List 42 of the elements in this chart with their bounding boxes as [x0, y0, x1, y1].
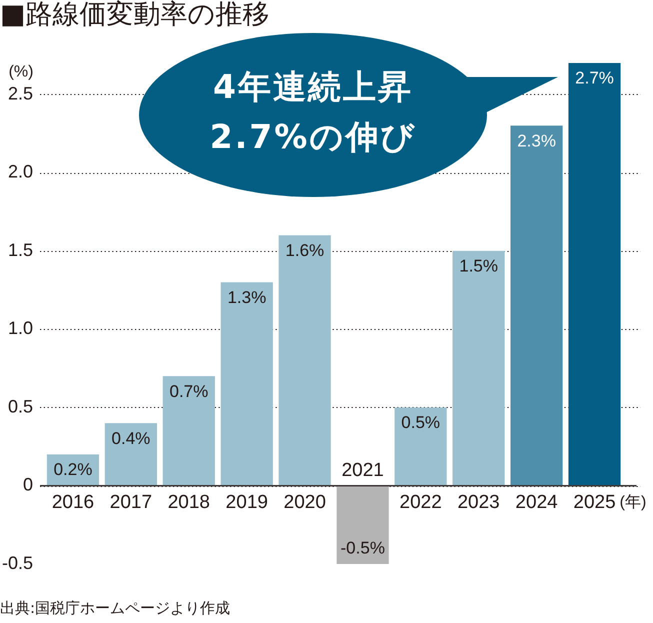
y-tick-label: 0.5	[8, 396, 33, 416]
x-tick-label: 2020	[284, 492, 326, 513]
data-label: -0.5%	[340, 538, 385, 558]
data-label: 1.6%	[285, 240, 324, 260]
bar	[162, 376, 215, 486]
y-tick-label: 1.0	[8, 318, 33, 338]
x-tick-label: 2017	[110, 492, 152, 513]
bar	[510, 126, 563, 486]
chart-title: ■路線価変動率の推移	[0, 0, 270, 30]
data-label: 1.5%	[459, 256, 498, 276]
bar	[394, 407, 447, 486]
x-tick-label: 2018	[168, 492, 210, 513]
y-axis-title: (%)	[8, 64, 34, 81]
bar	[336, 486, 389, 564]
bar	[452, 250, 505, 486]
x-tick-label: 2021	[342, 460, 384, 481]
annotation: 2.7%の伸び	[210, 117, 416, 157]
data-label: 0.2%	[54, 460, 92, 480]
bar	[278, 235, 331, 486]
y-tick-label: 0	[22, 474, 33, 495]
x-tick-label: 2016	[52, 492, 94, 513]
y-tick-label: -0.5	[2, 552, 33, 573]
data-label: 0.5%	[401, 413, 440, 432]
data-label: 2.7%	[575, 68, 614, 88]
x-axis-title: (年)	[620, 494, 646, 512]
y-tick-label: 2.5	[8, 83, 33, 104]
x-tick-label: 2022	[400, 492, 442, 513]
x-tick-label: 2019	[226, 492, 268, 513]
bar	[104, 423, 158, 486]
source-note: 出典:国税庁ホームページより作成	[0, 598, 230, 618]
data-label: 1.3%	[227, 288, 266, 307]
annotation: 4年連続上昇	[213, 67, 413, 107]
data-label: 2.3%	[517, 131, 556, 150]
y-tick-label: 2.0	[8, 162, 33, 182]
data-label: 0.7%	[170, 382, 208, 401]
x-tick-label: 2025	[573, 492, 616, 513]
y-tick-label: 1.5	[8, 240, 33, 260]
x-tick-label: 2024	[515, 492, 558, 513]
data-label: 0.4%	[112, 428, 150, 448]
x-tick-label: 2023	[457, 492, 500, 513]
bar	[568, 63, 621, 486]
bar	[220, 282, 273, 486]
